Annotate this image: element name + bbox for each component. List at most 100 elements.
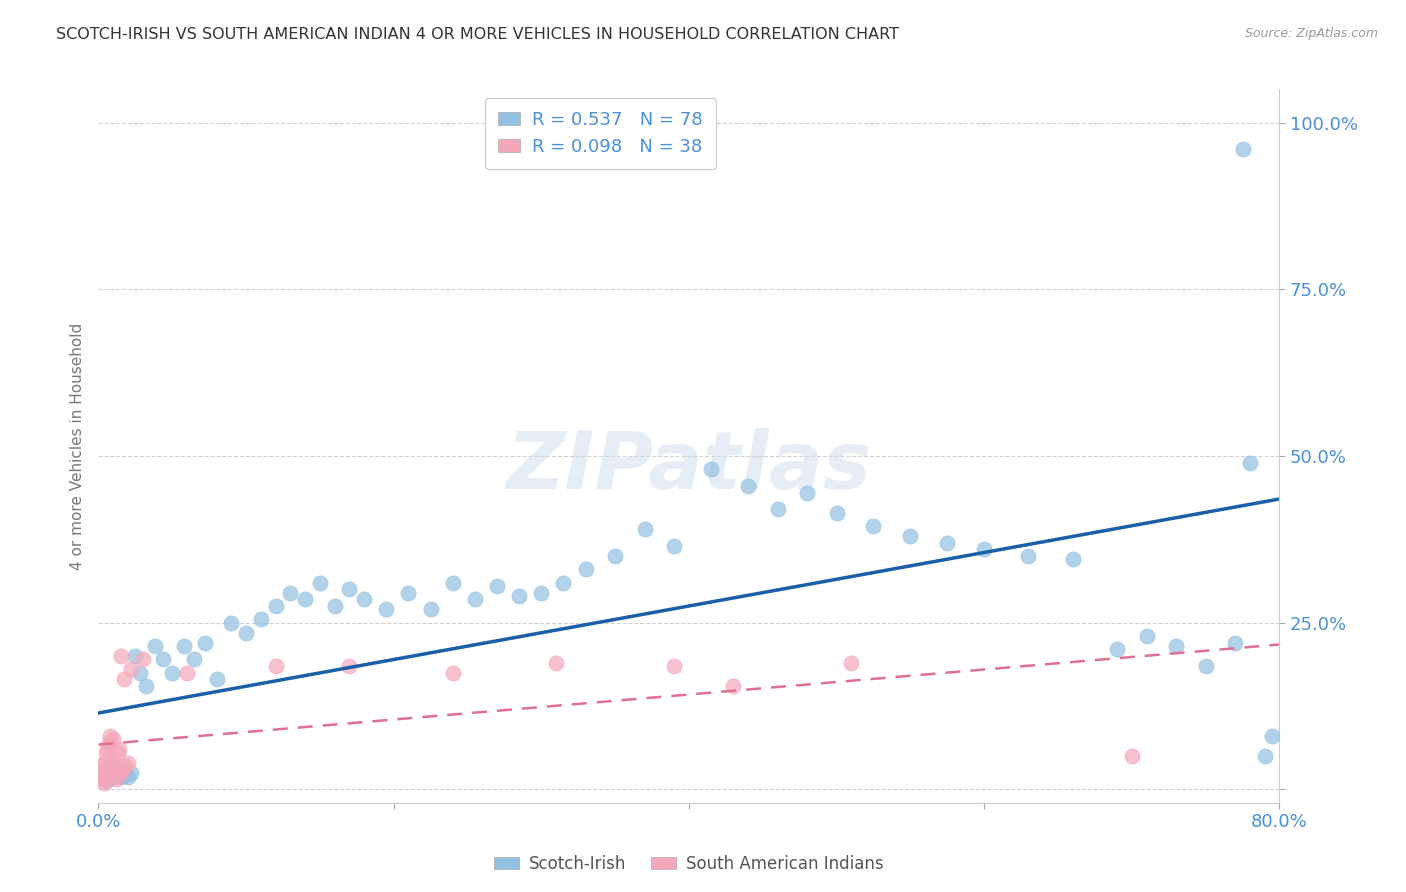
Point — [107, 768, 129, 782]
Point — [143, 639, 166, 653]
Point — [1164, 639, 1187, 653]
Point — [112, 769, 135, 783]
Point — [419, 602, 441, 616]
Point — [93, 756, 115, 770]
Point — [574, 562, 596, 576]
Point — [135, 679, 157, 693]
Point — [766, 502, 789, 516]
Point — [278, 585, 302, 599]
Point — [700, 462, 723, 476]
Point — [105, 772, 128, 787]
Point — [183, 652, 205, 666]
Point — [508, 589, 530, 603]
Point — [737, 479, 759, 493]
Point — [100, 768, 122, 782]
Point — [152, 652, 174, 666]
Point — [98, 769, 121, 783]
Y-axis label: 4 or more Vehicles in Household: 4 or more Vehicles in Household — [69, 322, 84, 570]
Point — [91, 765, 114, 780]
Point — [100, 769, 122, 783]
Point — [1232, 142, 1254, 156]
Point — [90, 759, 112, 773]
Point — [1239, 456, 1261, 470]
Point — [162, 665, 183, 680]
Point — [120, 765, 142, 780]
Point — [721, 679, 744, 693]
Point — [103, 771, 125, 785]
Point — [103, 732, 125, 747]
Point — [94, 769, 117, 783]
Legend: R = 0.537   N = 78, R = 0.098   N = 38: R = 0.537 N = 78, R = 0.098 N = 38 — [485, 98, 716, 169]
Point — [323, 599, 346, 613]
Point — [98, 759, 121, 773]
Point — [1062, 552, 1084, 566]
Point — [93, 765, 115, 780]
Point — [796, 485, 818, 500]
Point — [235, 625, 257, 640]
Point — [132, 652, 155, 666]
Point — [110, 771, 132, 785]
Point — [105, 769, 128, 783]
Point — [441, 575, 464, 590]
Point — [825, 506, 848, 520]
Point — [486, 579, 509, 593]
Point — [104, 764, 127, 778]
Point — [112, 673, 135, 687]
Point — [94, 774, 117, 789]
Point — [530, 585, 553, 599]
Point — [89, 769, 111, 783]
Point — [1261, 729, 1284, 743]
Point — [97, 763, 120, 777]
Point — [553, 575, 575, 590]
Legend: Scotch-Irish, South American Indians: Scotch-Irish, South American Indians — [488, 848, 890, 880]
Point — [90, 769, 112, 783]
Point — [96, 772, 118, 787]
Point — [1017, 549, 1039, 563]
Point — [97, 772, 120, 787]
Point — [97, 765, 120, 780]
Point — [396, 585, 419, 599]
Point — [219, 615, 242, 630]
Point — [98, 729, 121, 743]
Point — [205, 673, 228, 687]
Point — [117, 756, 139, 770]
Point — [94, 768, 117, 782]
Point — [117, 771, 139, 785]
Text: SCOTCH-IRISH VS SOUTH AMERICAN INDIAN 4 OR MORE VEHICLES IN HOUSEHOLD CORRELATIO: SCOTCH-IRISH VS SOUTH AMERICAN INDIAN 4 … — [56, 27, 900, 42]
Point — [96, 742, 118, 756]
Point — [96, 771, 118, 785]
Point — [110, 649, 132, 664]
Point — [91, 771, 114, 785]
Point — [97, 736, 120, 750]
Point — [108, 765, 131, 780]
Point — [1223, 636, 1246, 650]
Point — [264, 599, 287, 613]
Point — [176, 665, 198, 680]
Text: ZIPatlas: ZIPatlas — [506, 428, 872, 507]
Point — [1195, 659, 1218, 673]
Point — [1105, 642, 1128, 657]
Point — [114, 759, 136, 773]
Point — [375, 602, 398, 616]
Point — [936, 535, 959, 549]
Point — [664, 539, 686, 553]
Point — [1135, 629, 1157, 643]
Point — [104, 763, 127, 777]
Point — [93, 776, 115, 790]
Point — [337, 659, 360, 673]
Point — [194, 636, 217, 650]
Point — [120, 662, 142, 676]
Point — [108, 742, 131, 756]
Point — [605, 549, 627, 563]
Point — [633, 522, 655, 536]
Point — [337, 582, 360, 597]
Point — [107, 746, 129, 760]
Point — [93, 772, 115, 787]
Point — [173, 639, 195, 653]
Point — [128, 665, 150, 680]
Point — [1254, 749, 1277, 764]
Point — [900, 529, 922, 543]
Point — [353, 592, 375, 607]
Point — [111, 768, 134, 782]
Point — [98, 765, 121, 780]
